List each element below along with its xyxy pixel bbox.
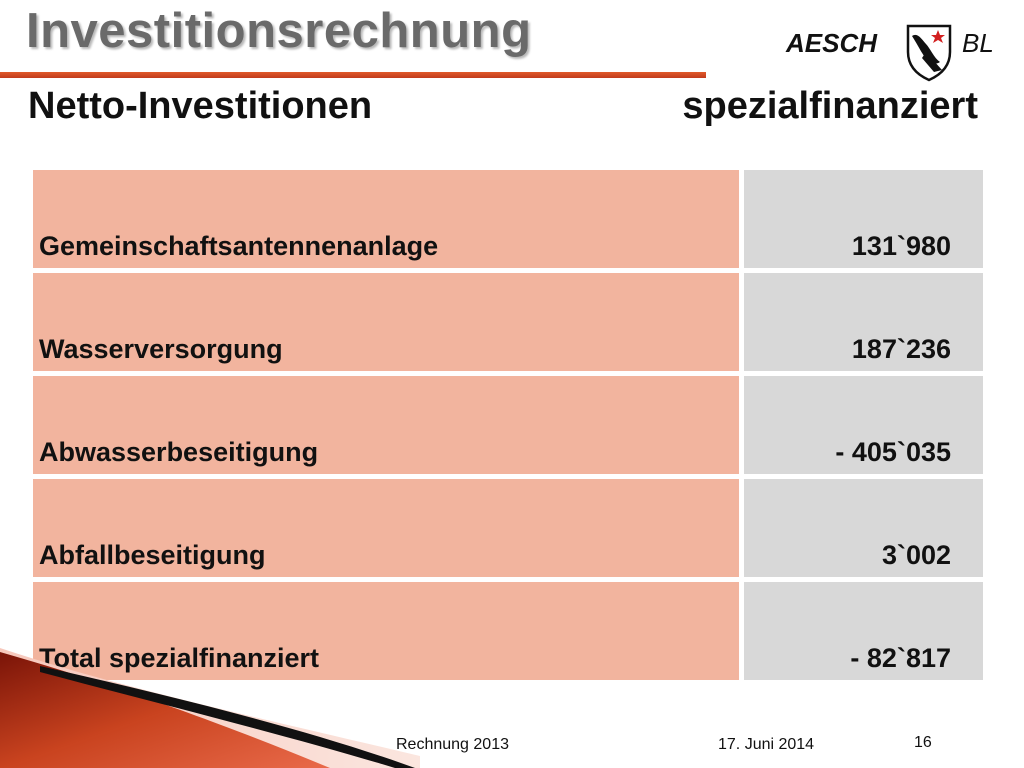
slide-title: Investitionsrechnung (26, 4, 532, 58)
subtitle-left: Netto-Investitionen (28, 85, 373, 127)
municipality-logo: AESCH BL (786, 22, 996, 84)
row-value: 131`980 (743, 170, 983, 268)
table-row-total: Total spezialfinanziert - 82`817 (33, 582, 983, 680)
row-value: - 405`035 (743, 376, 983, 474)
logo-right-text: BL (962, 28, 994, 58)
row-label: Gemeinschaftsantennenanlage (33, 170, 739, 268)
row-label: Abfallbeseitigung (33, 479, 739, 577)
footer-report: Rechnung 2013 (396, 736, 509, 753)
total-label: Total spezialfinanziert (33, 582, 739, 680)
page-number: 16 (914, 734, 932, 751)
table-row: Wasserversorgung 187`236 (33, 273, 983, 371)
subtitle-right: spezialfinanziert (682, 85, 978, 127)
logo-left-text: AESCH (786, 28, 878, 58)
footer-date: 17. Juni 2014 (718, 736, 815, 753)
table-row: Gemeinschaftsantennenanlage 131`980 (33, 170, 983, 268)
total-value: - 82`817 (743, 582, 983, 680)
row-label: Abwasserbeseitigung (33, 376, 739, 474)
coat-of-arms-icon (906, 24, 952, 82)
table-row: Abwasserbeseitigung - 405`035 (33, 376, 983, 474)
title-underline (0, 72, 706, 78)
row-label: Wasserversorgung (33, 273, 739, 371)
table-row: Abfallbeseitigung 3`002 (33, 479, 983, 577)
row-value: 3`002 (743, 479, 983, 577)
investment-table: Gemeinschaftsantennenanlage 131`980 Wass… (28, 165, 988, 685)
decorative-swoosh (0, 648, 420, 768)
row-value: 187`236 (743, 273, 983, 371)
